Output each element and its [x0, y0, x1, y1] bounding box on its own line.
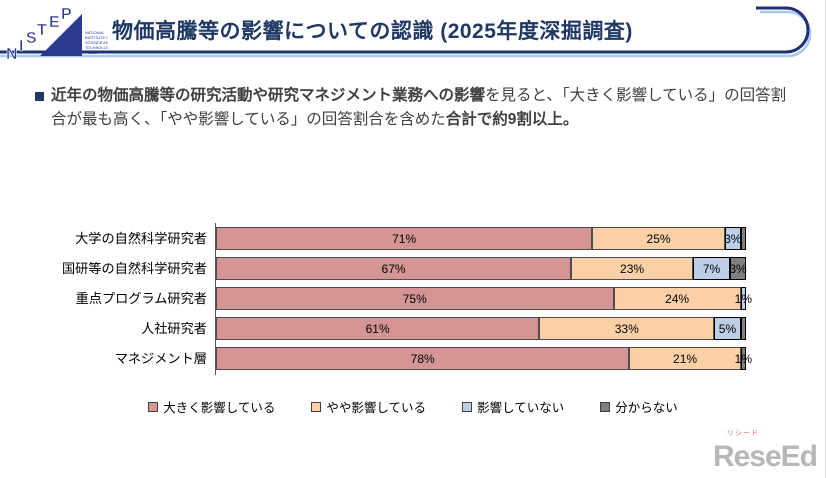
- intro-normal-mid: を見ると、「大きく影響している」の回答割合が最も高く、「やや影響している」の回答…: [51, 87, 787, 129]
- nistep-caption-line: NATIONAL: [85, 30, 105, 35]
- bar-segment-label: 1%: [734, 291, 752, 306]
- bullet-square-icon: [35, 92, 44, 101]
- nistep-letter: T: [37, 22, 47, 39]
- bar-stack: 78% 21% 1%: [216, 347, 752, 370]
- reseed-wordmark: ReseEd: [712, 440, 818, 473]
- bar-segment-label: 33%: [614, 321, 639, 336]
- nistep-caption-line: POLICY: [85, 50, 100, 55]
- bar-segment-label: 21%: [673, 351, 698, 366]
- bar-segment: [740, 317, 746, 340]
- bar-segment: 1%: [735, 287, 752, 310]
- category-label: 重点プログラム研究者: [75, 291, 207, 306]
- legend-marker-icon: [600, 401, 611, 412]
- bar-segment-label: 61%: [365, 321, 390, 336]
- bar-segment-label: 67%: [381, 261, 406, 276]
- bar-stack: 71% 25% 3%: [216, 227, 746, 250]
- legend-item: 影響していない: [462, 397, 564, 416]
- legend-item: 分からない: [600, 397, 678, 416]
- bar-segment: 24%: [613, 287, 741, 310]
- legend-marker-icon: [462, 401, 473, 412]
- chart-row: 人社研究者 61% 33% 5%: [0, 317, 825, 340]
- header-rule-decoration: [0, 6, 812, 58]
- nistep-caption-line: SCIENCE AND: [85, 40, 108, 45]
- chart-row: 大学の自然科学研究者 71% 25% 3%: [0, 227, 825, 250]
- bar-segment-label: 71%: [392, 231, 417, 246]
- nistep-letter: P: [61, 6, 72, 23]
- intro-bold-tail: 合計で約9割以上。: [445, 111, 579, 129]
- bar-segment: 75%: [216, 287, 614, 310]
- legend-label: 大きく影響している: [163, 401, 276, 415]
- category-label: 国研等の自然科学研究者: [61, 261, 207, 276]
- intro-text: 近年の物価高騰等の研究活動や研究マネジメント業務への影響を見ると、「大きく影響し…: [35, 84, 791, 132]
- bar-segment: [740, 227, 746, 250]
- legend-item: やや影響している: [311, 397, 426, 416]
- bar-stack: 75% 24% 1%: [216, 287, 752, 310]
- legend-marker-icon: [311, 401, 322, 412]
- category-label: マネジメント層: [114, 351, 207, 366]
- bar-segment: 5%: [714, 317, 741, 340]
- nistep-letter: S: [26, 30, 37, 47]
- bar-segment: 3%: [724, 227, 742, 250]
- bar-segment: 71%: [216, 227, 593, 250]
- reseed-logo: リシード ReseEd: [677, 430, 818, 473]
- legend-label: やや影響している: [326, 401, 427, 415]
- legend-item: 大きく影響している: [148, 397, 275, 416]
- bar-stack: 67% 23% 7% 3%: [216, 257, 747, 280]
- legend-label: 分からない: [615, 401, 678, 415]
- page-title: 物価高騰等の影響についての認識 (2025年度深掘調査): [112, 20, 633, 43]
- nistep-caption-line: TECHNOLOGY: [85, 45, 108, 50]
- bar-segment-label: 78%: [410, 351, 435, 366]
- reseed-ruby: リシード: [727, 430, 759, 437]
- bar-segment: 3%: [729, 257, 747, 280]
- bar-segment: 23%: [571, 257, 693, 280]
- nistep-logo-triangle: [40, 14, 82, 56]
- bar-segment: 67%: [216, 257, 572, 280]
- bar-stack: 61% 33% 5%: [216, 317, 746, 340]
- category-label: 人社研究者: [141, 321, 207, 336]
- bar-segment-label: 3%: [724, 231, 742, 246]
- bar-segment: 78%: [216, 347, 630, 370]
- bar-segment-label: 25%: [646, 231, 671, 246]
- intro-bold-lead: 近年の物価高騰等の研究活動や研究マネジメント業務への影響: [51, 87, 486, 104]
- bar-segment-label: 24%: [665, 291, 690, 306]
- nistep-caption-line: INSTITUTE OF: [85, 35, 108, 40]
- y-axis-line: [215, 223, 216, 375]
- bar-segment: 1%: [735, 347, 752, 370]
- bar-segment: 7%: [692, 257, 731, 280]
- chart-row: 国研等の自然科学研究者 67% 23% 7% 3%: [0, 257, 825, 280]
- stacked-bar-chart: 大学の自然科学研究者 71% 25% 3% 国研等の自然科学研究者 67% 23% 7% 3% 重…: [0, 223, 825, 377]
- chart-row: マネジメント層 78% 21% 1%: [0, 347, 825, 370]
- bar-segment-label: 5%: [718, 321, 737, 336]
- intro-paragraph: 近年の物価高騰等の研究活動や研究マネジメント業務への影響を見ると、「大きく影響し…: [35, 84, 791, 132]
- chart-row: 重点プログラム研究者 75% 24% 1%: [0, 287, 825, 310]
- legend-label: 影響していない: [477, 401, 565, 415]
- bar-segment: 33%: [539, 317, 715, 340]
- bar-segment: 21%: [629, 347, 741, 370]
- bar-segment-label: 1%: [734, 351, 752, 366]
- bar-segment: 61%: [216, 317, 540, 340]
- nistep-letter: I: [19, 38, 23, 55]
- legend-marker-icon: [148, 401, 159, 412]
- bar-segment: 25%: [592, 227, 725, 250]
- bar-segment-label: 75%: [402, 291, 427, 306]
- chart-legend: 大きく影響している やや影響している 影響していない 分からない: [0, 397, 825, 416]
- nistep-letter: N: [6, 46, 18, 60]
- category-label: 大学の自然科学研究者: [75, 231, 207, 246]
- bar-segment-label: 7%: [702, 261, 721, 276]
- bar-segment-label: 3%: [729, 261, 747, 276]
- chart-rows: 大学の自然科学研究者 71% 25% 3% 国研等の自然科学研究者 67% 23% 7% 3% 重…: [0, 227, 825, 370]
- nistep-letter: E: [49, 14, 60, 31]
- bar-segment-label: 23%: [620, 261, 645, 276]
